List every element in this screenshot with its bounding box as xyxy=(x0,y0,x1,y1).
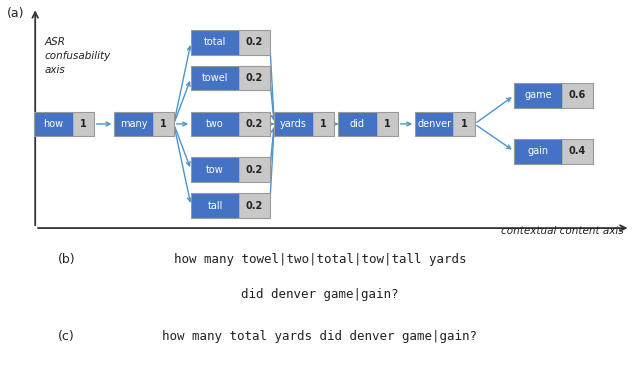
Text: 1: 1 xyxy=(80,119,86,129)
Text: game: game xyxy=(524,90,552,100)
Text: tall: tall xyxy=(207,201,223,211)
FancyBboxPatch shape xyxy=(191,112,239,136)
FancyBboxPatch shape xyxy=(191,30,239,54)
FancyBboxPatch shape xyxy=(376,112,398,136)
Text: denver: denver xyxy=(417,119,451,129)
Text: 0.2: 0.2 xyxy=(246,119,263,129)
Text: 0.2: 0.2 xyxy=(246,165,263,175)
FancyBboxPatch shape xyxy=(191,66,239,91)
FancyBboxPatch shape xyxy=(239,30,270,54)
Text: (c): (c) xyxy=(58,330,74,343)
FancyBboxPatch shape xyxy=(35,112,73,136)
Text: did denver game|gain?: did denver game|gain? xyxy=(241,288,399,301)
FancyBboxPatch shape xyxy=(239,194,270,218)
Text: 1: 1 xyxy=(384,119,390,129)
FancyBboxPatch shape xyxy=(73,112,94,136)
FancyBboxPatch shape xyxy=(191,157,239,182)
Text: 0.6: 0.6 xyxy=(569,90,586,100)
FancyBboxPatch shape xyxy=(275,112,312,136)
Text: towel: towel xyxy=(202,73,228,83)
Text: 1: 1 xyxy=(160,119,166,129)
Text: how: how xyxy=(44,119,63,129)
Text: yards: yards xyxy=(280,119,307,129)
FancyBboxPatch shape xyxy=(339,112,376,136)
Text: how many total yards did denver game|gain?: how many total yards did denver game|gai… xyxy=(163,330,477,343)
FancyBboxPatch shape xyxy=(515,83,563,108)
Text: ASR
confusability
axis: ASR confusability axis xyxy=(45,37,111,75)
Text: gain: gain xyxy=(527,146,549,156)
Text: how many towel|two|total|tow|tall yards: how many towel|two|total|tow|tall yards xyxy=(173,253,467,266)
Text: contextual content axis: contextual content axis xyxy=(501,225,624,235)
FancyBboxPatch shape xyxy=(415,112,453,136)
FancyBboxPatch shape xyxy=(239,157,270,182)
Text: 0.2: 0.2 xyxy=(246,201,263,211)
FancyBboxPatch shape xyxy=(563,83,593,108)
Text: 1: 1 xyxy=(320,119,326,129)
FancyBboxPatch shape xyxy=(239,112,270,136)
Text: tow: tow xyxy=(206,165,224,175)
FancyBboxPatch shape xyxy=(563,139,593,164)
FancyBboxPatch shape xyxy=(453,112,474,136)
FancyBboxPatch shape xyxy=(515,139,563,164)
FancyBboxPatch shape xyxy=(114,112,152,136)
Text: 1: 1 xyxy=(461,119,467,129)
Text: 0.2: 0.2 xyxy=(246,73,263,83)
Text: 0.2: 0.2 xyxy=(246,37,263,47)
Text: 0.4: 0.4 xyxy=(569,146,586,156)
Text: total: total xyxy=(204,37,226,47)
FancyBboxPatch shape xyxy=(239,66,270,91)
Text: two: two xyxy=(206,119,224,129)
FancyBboxPatch shape xyxy=(312,112,334,136)
Text: did: did xyxy=(350,119,365,129)
Text: many: many xyxy=(120,119,147,129)
FancyBboxPatch shape xyxy=(152,112,174,136)
Text: (a): (a) xyxy=(6,7,24,20)
Text: (b): (b) xyxy=(58,253,76,266)
FancyBboxPatch shape xyxy=(191,194,239,218)
